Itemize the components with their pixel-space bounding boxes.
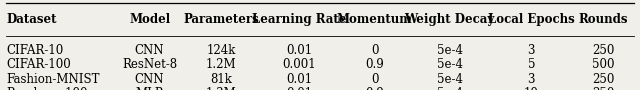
Text: 250: 250 [592, 44, 614, 57]
Text: 1.3M: 1.3M [206, 87, 237, 90]
Text: 0: 0 [371, 73, 378, 86]
Text: 3: 3 [527, 73, 535, 86]
Text: 250: 250 [592, 73, 614, 86]
Text: 5e-4: 5e-4 [436, 58, 463, 71]
Text: 5e-4: 5e-4 [436, 44, 463, 57]
Text: Fashion-MNIST: Fashion-MNIST [6, 73, 100, 86]
Text: 5e-4: 5e-4 [436, 87, 463, 90]
Text: 5: 5 [527, 58, 535, 71]
Text: 250: 250 [592, 87, 614, 90]
Text: CIFAR-100: CIFAR-100 [6, 58, 71, 71]
Text: 0.01: 0.01 [287, 87, 312, 90]
Text: 0.9: 0.9 [365, 87, 384, 90]
Text: 5e-4: 5e-4 [436, 73, 463, 86]
Text: Purchase-100: Purchase-100 [6, 87, 88, 90]
Text: 1.2M: 1.2M [206, 58, 236, 71]
Text: Model: Model [129, 13, 170, 26]
Text: 500: 500 [591, 58, 614, 71]
Text: 0: 0 [371, 44, 378, 57]
Text: CNN: CNN [135, 44, 164, 57]
Text: 0.01: 0.01 [287, 73, 312, 86]
Text: 0.01: 0.01 [287, 44, 312, 57]
Text: CNN: CNN [135, 73, 164, 86]
Text: 10: 10 [524, 87, 539, 90]
Text: Weight Decay: Weight Decay [404, 13, 495, 26]
Text: 124k: 124k [207, 44, 236, 57]
Text: CIFAR-10: CIFAR-10 [6, 44, 63, 57]
Text: Dataset: Dataset [6, 13, 57, 26]
Text: Parameters: Parameters [183, 13, 259, 26]
Text: Learning Rate: Learning Rate [252, 13, 347, 26]
Text: 81k: 81k [210, 73, 232, 86]
Text: 0.001: 0.001 [283, 58, 316, 71]
Text: 0.9: 0.9 [365, 58, 384, 71]
Text: ResNet-8: ResNet-8 [122, 58, 177, 71]
Text: MLP: MLP [136, 87, 163, 90]
Text: 3: 3 [527, 44, 535, 57]
Text: Rounds: Rounds [578, 13, 628, 26]
Text: Momentum: Momentum [337, 13, 412, 26]
Text: Local Epochs: Local Epochs [488, 13, 575, 26]
